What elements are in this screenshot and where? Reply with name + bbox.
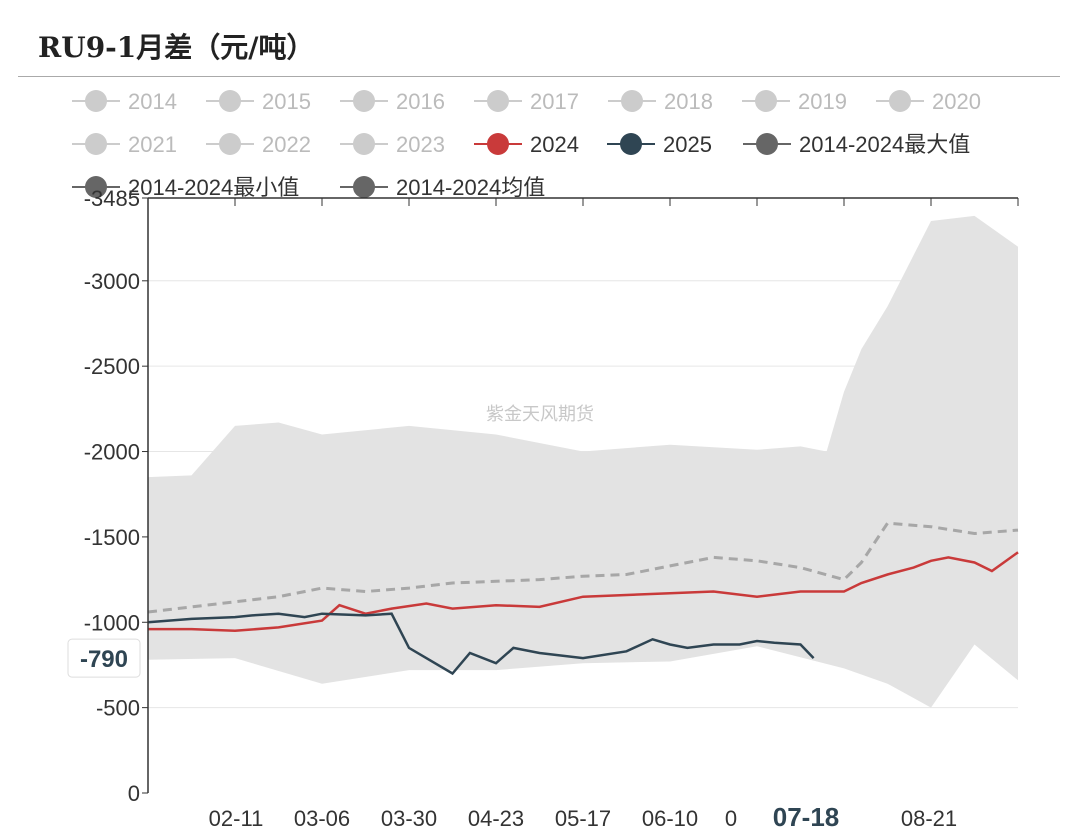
- legend-item[interactable]: 2024: [474, 132, 579, 157]
- legend-label: 2024: [530, 132, 579, 157]
- y-value-pointer-box: [67, 638, 141, 678]
- x-tick-label: 04-23: [468, 806, 524, 831]
- legend-marker: [353, 90, 375, 112]
- x-tick-label: 08-21: [901, 806, 957, 831]
- legend-label: 2019: [798, 89, 847, 114]
- legend-marker: [889, 90, 911, 112]
- legend-marker: [621, 90, 643, 112]
- y-tick-label: -2500: [84, 354, 140, 379]
- y-tick-label: -1500: [84, 525, 140, 550]
- legend-marker: [756, 133, 778, 155]
- legend-marker: [85, 176, 107, 198]
- legend-item[interactable]: 2025: [607, 132, 712, 157]
- chart-title: RU9-1月差（元/吨）: [38, 31, 315, 64]
- legend-label: 2023: [396, 132, 445, 157]
- legend-marker: [353, 176, 375, 198]
- legend-item[interactable]: 2020: [876, 89, 981, 114]
- series-line-avg: [147, 521, 1019, 614]
- legend-label: 2025: [663, 132, 712, 157]
- legend-label: 2021: [128, 132, 177, 157]
- legend-item[interactable]: 2022: [206, 132, 311, 157]
- x-value-pointer-label: 07-18: [773, 802, 840, 832]
- x-tick-label: 05-17: [555, 806, 611, 831]
- legend-item[interactable]: 2023: [340, 132, 445, 157]
- legend-marker: [85, 90, 107, 112]
- watermark: 紫金天风期货: [486, 404, 594, 424]
- legend-marker: [219, 133, 241, 155]
- legend-item[interactable]: 2016: [340, 89, 445, 114]
- legend-label: 2020: [932, 89, 981, 114]
- title-divider: [18, 76, 1060, 77]
- legend-marker: [219, 90, 241, 112]
- legend-item[interactable]: 2014: [72, 89, 177, 114]
- legend-label: 2015: [262, 89, 311, 114]
- legend-label: 2014-2024最大值: [799, 132, 970, 157]
- axes: 0 -500 -1000 -1500 -2000 -2500 -3000 -3485 -790 0…: [67, 186, 1019, 832]
- legend-label: 2018: [664, 89, 713, 114]
- x-tick-label: 0: [725, 806, 737, 831]
- legend-item[interactable]: 2019: [742, 89, 847, 114]
- y-value-pointer-label: -790: [80, 646, 128, 673]
- legend-label: 2016: [396, 89, 445, 114]
- legend-item[interactable]: 2018: [608, 89, 713, 114]
- series-line-2024: [148, 551, 1019, 633]
- legend-item[interactable]: 2021: [72, 132, 177, 157]
- x-tick-label: 06-10: [642, 806, 698, 831]
- x-tick-label: 03-30: [381, 806, 437, 831]
- legend-label: 2017: [530, 89, 579, 114]
- legend-marker: [487, 90, 509, 112]
- y-tick-label: 0: [128, 781, 140, 806]
- y-tick-label: -1000: [84, 610, 140, 635]
- legend-marker: [620, 133, 642, 155]
- legend-label: 2014-2024均值: [396, 175, 545, 200]
- y-tick-label: -2000: [84, 440, 140, 465]
- legend-marker: [755, 90, 777, 112]
- legend-marker: [487, 133, 509, 155]
- legend-marker: [85, 133, 107, 155]
- x-tick-label: 03-06: [294, 806, 350, 831]
- y-tick-label: -3000: [84, 269, 140, 294]
- legend-label: 2014-2024最小值: [128, 175, 299, 200]
- legend: 2014 2015 2016 2017 2018 2019 2020 2021 2022 2023…: [72, 89, 981, 200]
- legend-label: 2014: [128, 89, 177, 114]
- series-lines: [147, 521, 1019, 676]
- legend-marker: [353, 133, 375, 155]
- series-line-2025: [147, 612, 815, 676]
- legend-item[interactable]: 2015: [206, 89, 311, 114]
- legend-item[interactable]: 2017: [474, 89, 579, 114]
- x-tick-label: 02-11: [209, 806, 264, 831]
- legend-item[interactable]: 2014-2024均值: [340, 175, 545, 200]
- legend-label: 2022: [262, 132, 311, 157]
- legend-item[interactable]: 2014-2024最大值: [743, 132, 970, 157]
- legend-item[interactable]: 2014-2024最小值: [72, 175, 299, 200]
- min-max-band: [148, 215, 1018, 708]
- y-tick-label: -3485: [84, 186, 140, 211]
- y-tick-label: -500: [96, 696, 140, 721]
